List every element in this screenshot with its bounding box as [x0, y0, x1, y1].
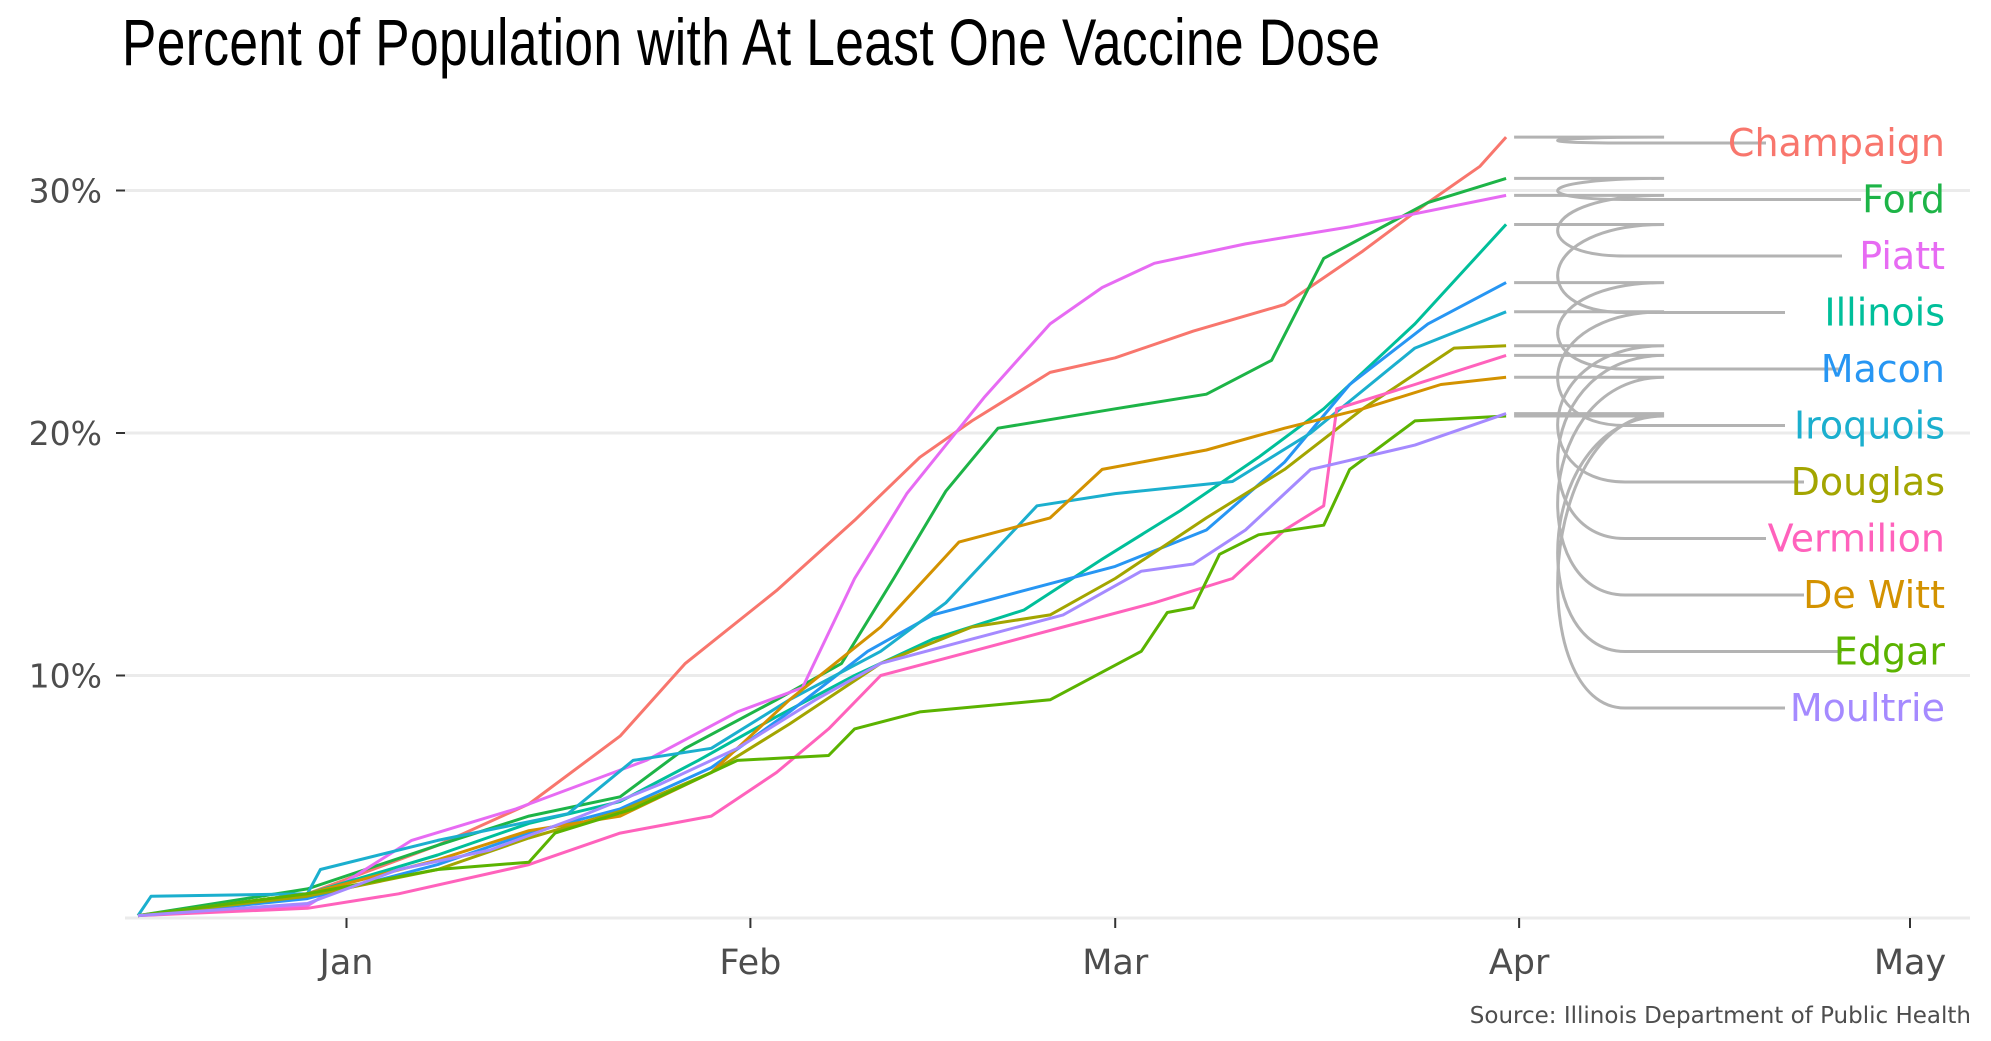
chart-title: Percent of Population with At Least One …	[122, 5, 1381, 79]
series-line-de-witt	[137, 375, 1507, 918]
series-label: Illinois	[1824, 291, 1945, 335]
label-connector	[1514, 412, 1785, 710]
series-label: De Witt	[1803, 573, 1945, 617]
series-line-ford	[137, 176, 1507, 918]
label-connector	[1514, 222, 1785, 314]
series-label: Vermilion	[1768, 517, 1945, 561]
y-tick-label: 30%	[29, 172, 102, 211]
x-tick-label: Mar	[1082, 943, 1149, 983]
series-line-moultrie	[137, 412, 1507, 918]
y-tick-label: 20%	[29, 414, 102, 453]
series-label: Douglas	[1791, 460, 1945, 504]
series-label: Moultrie	[1790, 686, 1945, 730]
x-tick-label: May	[1874, 943, 1946, 983]
y-tick-label: 10%	[29, 657, 102, 696]
x-tick-label: Apr	[1489, 943, 1550, 983]
series-line-piatt	[137, 193, 1507, 918]
series-line-macon	[137, 281, 1507, 918]
chart-caption: Source: Illinois Department of Public He…	[1469, 1003, 1971, 1029]
label-connector	[1514, 281, 1842, 371]
series-label: Piatt	[1859, 234, 1945, 278]
series-label: Iroquois	[1794, 404, 1945, 448]
series-label: Champaign	[1728, 121, 1945, 165]
label-connector	[1514, 353, 1766, 540]
x-tick-label: Jan	[318, 943, 374, 983]
x-tick-label: Feb	[719, 943, 781, 983]
series-line-edgar	[137, 414, 1507, 918]
series-label: Ford	[1862, 178, 1945, 222]
series-line-douglas	[137, 344, 1507, 918]
series-label: Macon	[1821, 347, 1945, 391]
series-line-vermilion	[137, 353, 1507, 918]
label-connector	[1514, 176, 1861, 201]
series-label: Edgar	[1834, 630, 1946, 674]
label-connector	[1514, 135, 1766, 145]
series-line-iroquois	[136, 310, 1507, 917]
series-line-illinois	[137, 223, 1508, 918]
series-line-champaign	[137, 136, 1508, 918]
label-connector	[1514, 375, 1804, 597]
label-connector	[1514, 310, 1785, 427]
